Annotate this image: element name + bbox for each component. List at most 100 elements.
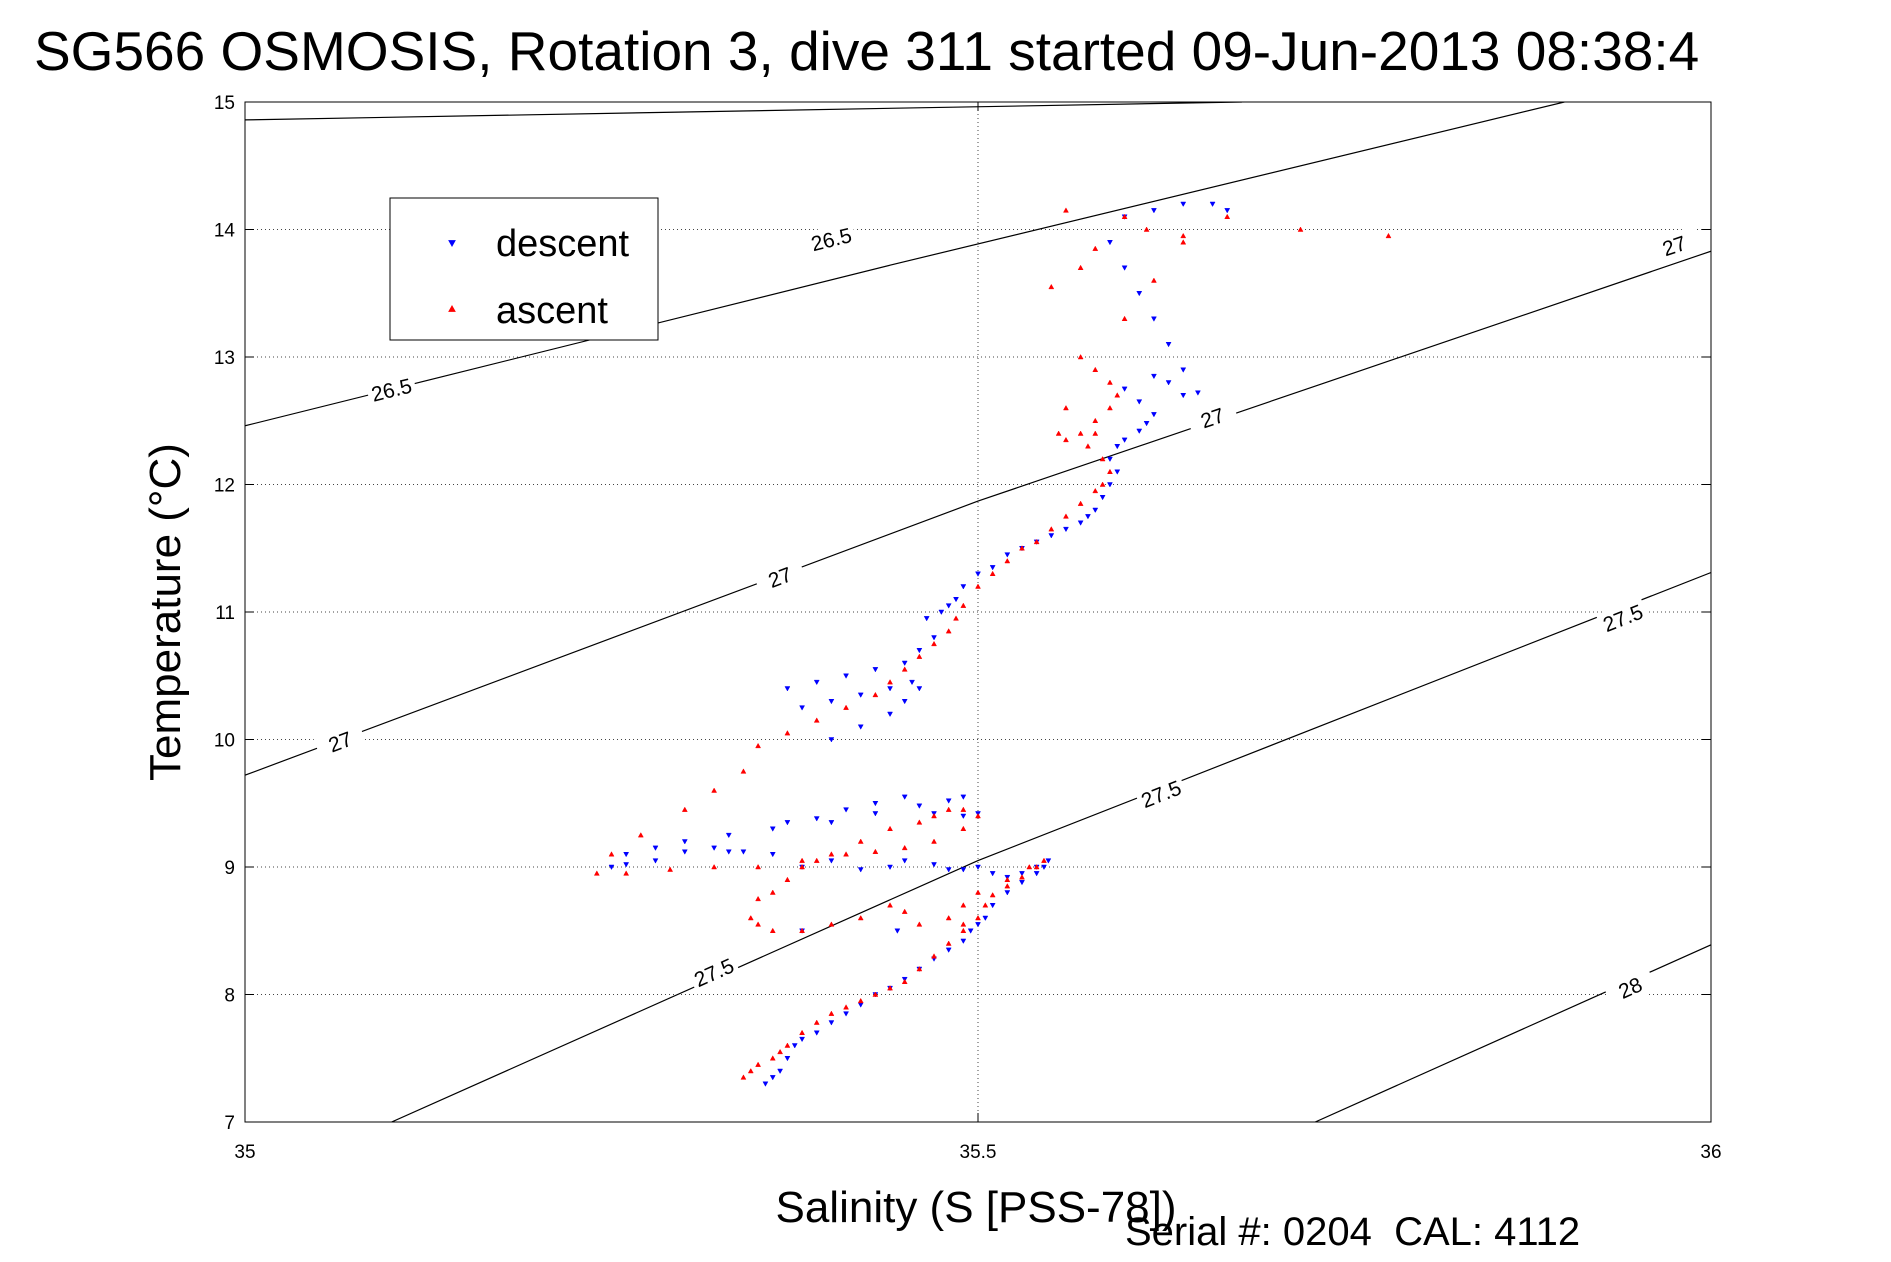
ascent-point-60	[711, 863, 718, 870]
ascent-point-15	[931, 953, 937, 959]
descent-point-5	[799, 1036, 806, 1043]
ascent-point-105	[1121, 315, 1128, 321]
descent-point-60	[901, 794, 908, 800]
legend: descent ascent	[389, 197, 659, 341]
ascent-point-57	[843, 851, 849, 857]
y-tick-label-7: 14	[214, 221, 236, 242]
ascent-point-8	[828, 1010, 835, 1016]
descent-point-52	[828, 820, 835, 826]
ascent-point-93	[1085, 443, 1091, 449]
ascent-point-59	[755, 863, 762, 870]
descent-point-114	[1150, 316, 1157, 322]
ascent-point-72	[843, 704, 849, 710]
descent-point-79	[901, 660, 908, 667]
legend-marker-descent	[448, 240, 456, 248]
ascent-point-25	[1041, 857, 1047, 863]
descent-point-78	[872, 667, 879, 673]
descent-point-83	[938, 609, 945, 616]
y-tick-label-1: 8	[224, 986, 235, 1007]
descent-point-3	[784, 1056, 791, 1062]
ascent-point-20	[982, 902, 989, 908]
legend-box	[389, 197, 659, 341]
descent-point-110	[1180, 393, 1187, 399]
descent-point-65	[828, 737, 835, 743]
ascent-point-114	[1385, 232, 1392, 239]
ascent-point-36	[799, 927, 806, 933]
descent-point-42	[711, 845, 718, 851]
ascent-point-71	[813, 717, 820, 723]
descent-point-101	[1114, 444, 1121, 450]
ascent-point-23	[1019, 874, 1025, 880]
descent-point-123	[894, 928, 901, 934]
descent-point-64	[784, 820, 791, 826]
descent-point-18	[975, 922, 981, 928]
ascent-point-90	[1099, 481, 1106, 487]
descent-point-62	[843, 807, 849, 813]
ascent-point-116	[1077, 264, 1084, 270]
ascent-point-89	[1092, 487, 1099, 494]
descent-point-6	[813, 1030, 820, 1036]
legend-label-ascent: ascent	[496, 290, 608, 332]
y-tick-label-8: 15	[214, 93, 235, 114]
descent-point-51	[769, 826, 776, 832]
ascent-point-54	[931, 838, 937, 844]
ascent-point-61	[667, 866, 674, 872]
ascent-point-13	[901, 978, 908, 984]
descent-point-27	[1019, 871, 1025, 877]
descent-point-86	[960, 584, 967, 590]
ascent-point-53	[960, 825, 967, 831]
descent-point-0	[762, 1081, 769, 1087]
contour-label-bg-2-0	[313, 721, 368, 763]
ascent-point-40	[755, 895, 762, 902]
ascent-point-32	[901, 908, 908, 914]
ascent-point-73	[872, 691, 879, 698]
descent-point-36	[857, 867, 864, 873]
ascent-point-12	[887, 985, 893, 991]
ascent-point-99	[1092, 366, 1099, 372]
descent-point-109	[1165, 380, 1172, 386]
ascent-point-1	[747, 1067, 754, 1074]
ascent-point-110	[1143, 226, 1150, 232]
ascent-point-62	[623, 870, 630, 876]
descent-point-89	[1004, 552, 1011, 558]
ascent-point-107	[1180, 239, 1187, 245]
descent-point-122	[1224, 208, 1231, 214]
ascent-point-100	[1077, 353, 1084, 360]
descent-point-81	[931, 635, 937, 641]
density-contour-27-5-3	[391, 571, 1711, 1122]
ascent-point-67	[711, 787, 718, 793]
descent-point-84	[945, 603, 952, 609]
ascent-point-51	[960, 806, 967, 812]
ascent-point-28	[975, 889, 981, 895]
descent-point-113	[1165, 342, 1172, 348]
descent-point-17	[967, 928, 974, 934]
ascent-point-14	[916, 965, 923, 972]
descent-point-50	[725, 832, 732, 839]
ascent-point-55	[901, 844, 908, 851]
legend-marker-ascent	[448, 304, 456, 312]
ascent-point-83	[1004, 557, 1011, 564]
ascent-point-2	[755, 1061, 762, 1067]
ascent-point-42	[784, 876, 791, 882]
descent-point-35	[887, 864, 893, 871]
y-tick-label-2: 9	[224, 858, 235, 879]
descent-point-29	[989, 871, 996, 877]
contour-label-bg-3-2	[1595, 597, 1651, 640]
chart-title: SG566 OSMOSIS, Rotation 3, dive 311 star…	[34, 20, 1699, 82]
ascent-point-87	[1063, 513, 1069, 519]
ascent-point-113	[1297, 226, 1304, 232]
descent-point-102	[1121, 437, 1128, 443]
ascent-point-88	[1077, 500, 1084, 506]
ascent-point-74	[887, 679, 893, 685]
ascent-point-41	[769, 889, 776, 895]
descent-point-58	[960, 813, 967, 820]
descent-point-106	[1136, 399, 1143, 405]
ascent-point-39	[747, 914, 754, 921]
descent-point-2	[777, 1068, 784, 1075]
ascent-point-22	[1004, 883, 1011, 889]
legend-label-descent: descent	[496, 223, 630, 265]
descent-point-82	[923, 616, 930, 622]
x-tick-label-2: 36	[1700, 1142, 1721, 1163]
